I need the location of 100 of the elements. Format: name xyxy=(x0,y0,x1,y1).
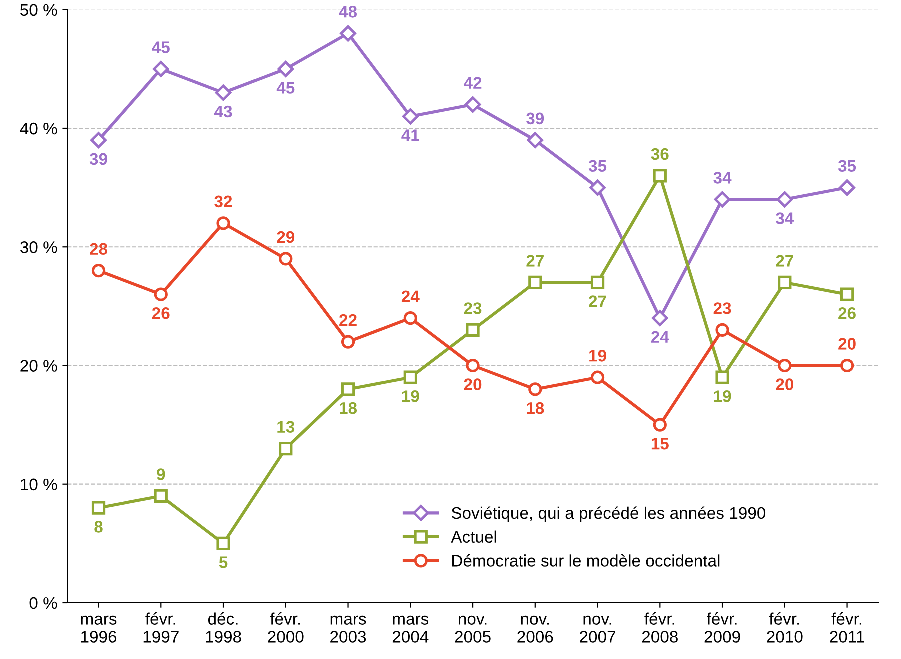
x-tick-label: mars 1996 xyxy=(81,616,117,643)
point xyxy=(341,335,356,349)
point xyxy=(340,25,356,42)
x-tick-label: mars 2003 xyxy=(330,616,366,643)
data-label: 22 xyxy=(340,314,357,326)
legend-label: Démocratie sur le modèle occidental xyxy=(452,554,720,567)
point xyxy=(840,288,854,302)
x-tick-label: févr. 2011 xyxy=(830,612,864,643)
point xyxy=(466,358,480,373)
data-label: 28 xyxy=(90,243,108,256)
data-label: 35 xyxy=(588,160,607,172)
point xyxy=(154,489,168,504)
x-tick-label: févr. 1997 xyxy=(144,612,179,643)
point xyxy=(716,370,730,384)
data-label: 34 xyxy=(776,212,794,224)
point xyxy=(402,108,419,125)
point xyxy=(839,180,856,196)
data-label: 39 xyxy=(526,112,544,125)
point xyxy=(527,132,544,148)
y-tick-label: 0 % xyxy=(30,597,58,610)
data-label: 20 xyxy=(838,338,856,350)
legend-label: Soviétique, qui a précédé les années 1990 xyxy=(452,506,766,522)
data-label: 35 xyxy=(838,160,856,172)
x-tick-label: nov. 2006 xyxy=(518,616,554,643)
data-label: 24 xyxy=(651,331,670,343)
data-label: 36 xyxy=(651,148,669,160)
data-label: 45 xyxy=(276,82,295,94)
data-label: 32 xyxy=(214,196,232,208)
point xyxy=(466,323,480,337)
point xyxy=(778,358,792,373)
point xyxy=(528,276,542,290)
data-label: 23 xyxy=(714,302,732,314)
data-label: 34 xyxy=(714,172,732,184)
point xyxy=(840,358,854,373)
data-label: 27 xyxy=(776,255,794,267)
point xyxy=(216,536,230,550)
point xyxy=(776,192,794,208)
point xyxy=(404,311,418,326)
data-label: 20 xyxy=(464,378,482,390)
point xyxy=(714,192,731,208)
point xyxy=(216,216,230,230)
x-tick-label: nov. 2007 xyxy=(580,616,616,643)
data-label: 15 xyxy=(652,438,669,450)
data-label: 20 xyxy=(776,378,794,390)
x-tick-label: févr. 2010 xyxy=(767,612,803,643)
point xyxy=(590,370,605,384)
point xyxy=(778,276,792,290)
data-label: 23 xyxy=(464,302,482,314)
x-tick-label: nov. 2005 xyxy=(455,616,491,643)
point xyxy=(279,252,293,266)
data-label: 26 xyxy=(838,308,856,320)
point xyxy=(92,264,106,278)
point xyxy=(653,418,667,432)
point xyxy=(153,61,170,78)
y-tick-label: 30 % xyxy=(20,242,58,254)
y-tick-label: 10 % xyxy=(21,478,58,491)
data-label: 29 xyxy=(277,231,295,244)
data-label: 45 xyxy=(152,42,170,54)
point xyxy=(92,501,106,515)
y-tick-label: 50 % xyxy=(20,4,58,16)
data-label: 18 xyxy=(527,402,544,414)
point xyxy=(528,382,542,396)
data-label: 19 xyxy=(590,350,606,362)
point xyxy=(716,323,730,337)
x-tick-label: févr. 2000 xyxy=(268,612,304,643)
x-tick-label: févr. 2009 xyxy=(704,612,740,643)
data-label: 27 xyxy=(526,255,544,267)
point xyxy=(341,382,356,396)
legend-label: Actuel xyxy=(451,530,496,544)
data-label: 19 xyxy=(714,390,732,402)
x-tick-label: févr. 2008 xyxy=(642,612,678,643)
point xyxy=(653,169,667,183)
x-tick-label: mars 2004 xyxy=(392,616,429,643)
point xyxy=(590,276,605,290)
x-tick-label: déc. 1998 xyxy=(206,612,242,643)
data-label: 26 xyxy=(152,308,170,320)
data-label: 18 xyxy=(340,402,358,414)
y-tick-label: 20 % xyxy=(20,360,58,372)
data-label: 41 xyxy=(402,130,420,142)
data-label: 43 xyxy=(214,106,232,118)
y-tick-label: 40 % xyxy=(20,122,58,135)
data-label: 13 xyxy=(278,421,295,434)
data-label: 27 xyxy=(589,296,606,308)
data-label: 42 xyxy=(464,77,482,89)
point xyxy=(154,288,168,302)
data-label: 19 xyxy=(402,390,420,402)
point xyxy=(464,96,482,113)
point xyxy=(404,370,418,384)
point xyxy=(90,132,107,148)
point xyxy=(215,84,232,102)
data-label: 24 xyxy=(402,290,420,302)
data-label: 39 xyxy=(90,153,108,166)
point xyxy=(590,180,606,196)
point xyxy=(278,61,294,78)
point xyxy=(279,442,293,456)
data-label: 9 xyxy=(157,468,166,480)
data-label: 48 xyxy=(339,6,358,18)
data-label: 5 xyxy=(219,556,228,568)
point xyxy=(652,310,668,326)
data-label: 8 xyxy=(94,521,103,533)
